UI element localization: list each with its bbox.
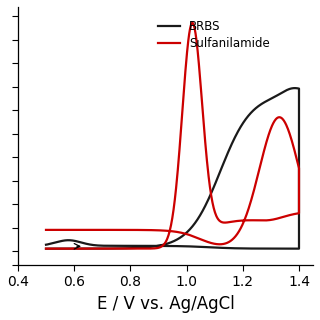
Legend: BRBS, Sulfanilamide: BRBS, Sulfanilamide bbox=[154, 15, 275, 54]
X-axis label: E / V vs. Ag/AgCl: E / V vs. Ag/AgCl bbox=[97, 295, 234, 313]
